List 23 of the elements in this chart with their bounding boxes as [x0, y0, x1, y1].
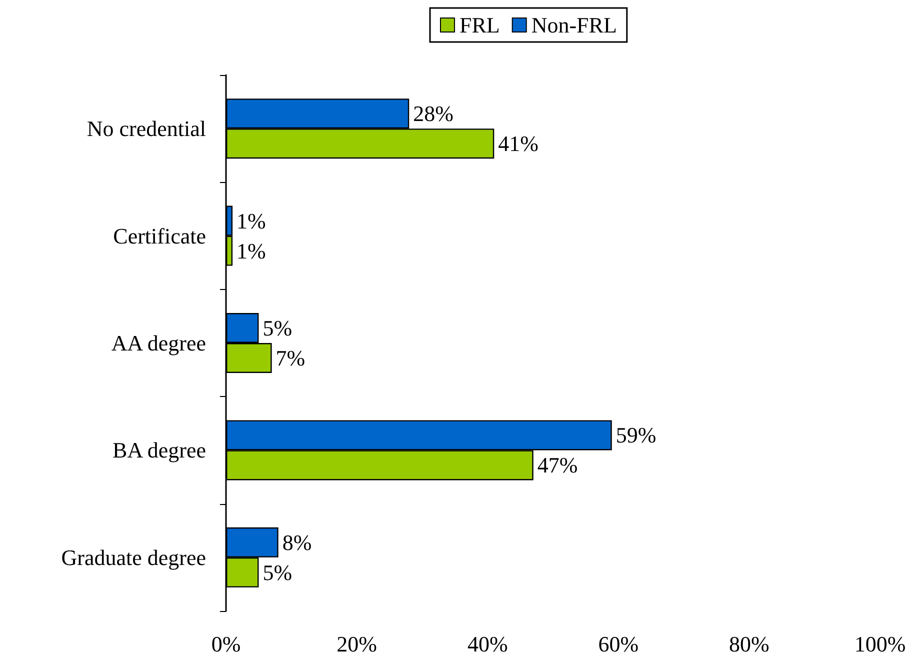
data-label: 5%: [262, 316, 292, 340]
y-tick-label: Graduate degree: [61, 544, 206, 570]
x-tick-label: 40%: [467, 632, 508, 656]
x-tick-label: 60%: [598, 632, 639, 656]
y-tick-label: BA degree: [112, 438, 206, 463]
data-label: 41%: [498, 131, 538, 156]
data-label: 7%: [276, 346, 306, 370]
data-label: 59%: [616, 422, 656, 448]
x-tick-label: 0%: [211, 632, 241, 656]
legend-label: FRL: [460, 12, 500, 38]
data-label: 1%: [236, 208, 266, 234]
data-label: 28%: [413, 101, 454, 126]
x-tick-label: 80%: [729, 632, 770, 656]
y-tick-label: AA degree: [111, 330, 206, 356]
y-tick-label: No credential: [86, 116, 206, 142]
data-label: 8%: [282, 530, 312, 555]
x-tick-label: 100%: [854, 632, 906, 656]
legend-label: Non-FRL: [531, 12, 617, 38]
data-label: 47%: [537, 452, 578, 478]
y-tick-label: Certificate: [113, 223, 206, 248]
data-label: 5%: [262, 560, 292, 585]
x-tick-label: 20%: [336, 632, 377, 656]
data-label: 1%: [236, 238, 266, 264]
